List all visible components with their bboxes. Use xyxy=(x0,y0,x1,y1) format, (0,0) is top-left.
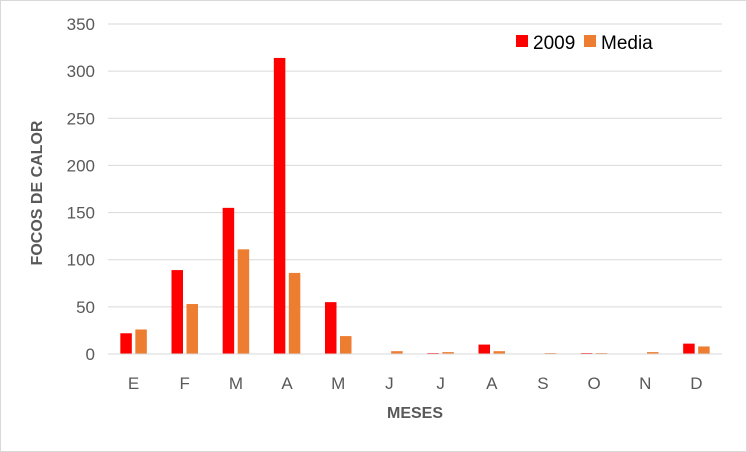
y-axis-title: FOCOS DE CALOR xyxy=(29,120,46,265)
x-tick-label: S xyxy=(537,374,548,393)
y-tick-label: 200 xyxy=(67,156,95,175)
bar-2009-7 xyxy=(478,344,490,354)
x-axis-title: MESES xyxy=(387,405,443,422)
bar-media-10 xyxy=(647,352,659,354)
bar-media-5 xyxy=(391,351,403,354)
x-tick-label: F xyxy=(180,374,190,393)
y-tick-label: 50 xyxy=(76,298,95,317)
y-tick-label: 0 xyxy=(86,345,95,364)
y-tick-label: 300 xyxy=(67,62,95,81)
x-tick-label: M xyxy=(229,374,243,393)
bar-media-6 xyxy=(442,352,454,354)
bar-media-0 xyxy=(135,329,147,354)
grid-lines xyxy=(108,23,722,308)
bar-media-1 xyxy=(186,304,198,354)
x-tick-label: A xyxy=(486,374,498,393)
y-axis-ticks: 0 50 100 150 200 250 300 350 xyxy=(67,15,95,364)
bar-2009-11 xyxy=(683,343,695,354)
legend-swatch-media xyxy=(584,35,596,47)
bars xyxy=(120,57,710,354)
legend-label-2009: 2009 xyxy=(533,33,575,54)
y-tick-label: 100 xyxy=(67,251,95,270)
x-tick-label: J xyxy=(436,374,445,393)
x-tick-label: E xyxy=(128,374,139,393)
x-tick-label: M xyxy=(331,374,345,393)
y-tick-label: 150 xyxy=(67,204,95,223)
bar-2009-0 xyxy=(120,333,132,354)
x-tick-label: D xyxy=(690,374,702,393)
y-tick-label: 350 xyxy=(67,15,95,34)
legend: 2009 Media xyxy=(516,33,653,54)
legend-label-media: Media xyxy=(601,33,653,54)
bar-2009-4 xyxy=(325,302,337,354)
bar-media-2 xyxy=(237,249,250,354)
x-tick-label: N xyxy=(639,374,651,393)
bar-2009-3 xyxy=(273,57,286,354)
x-tick-label: A xyxy=(281,374,293,393)
bar-2009-2 xyxy=(222,207,235,354)
bar-media-4 xyxy=(340,336,352,354)
x-tick-label: O xyxy=(587,374,600,393)
bar-media-7 xyxy=(493,351,505,354)
bar-media-11 xyxy=(698,346,710,354)
bar-2009-1 xyxy=(171,270,183,354)
x-tick-label: J xyxy=(385,374,394,393)
legend-swatch-2009 xyxy=(516,35,528,47)
bar-media-3 xyxy=(288,272,301,354)
y-tick-label: 250 xyxy=(67,109,95,128)
